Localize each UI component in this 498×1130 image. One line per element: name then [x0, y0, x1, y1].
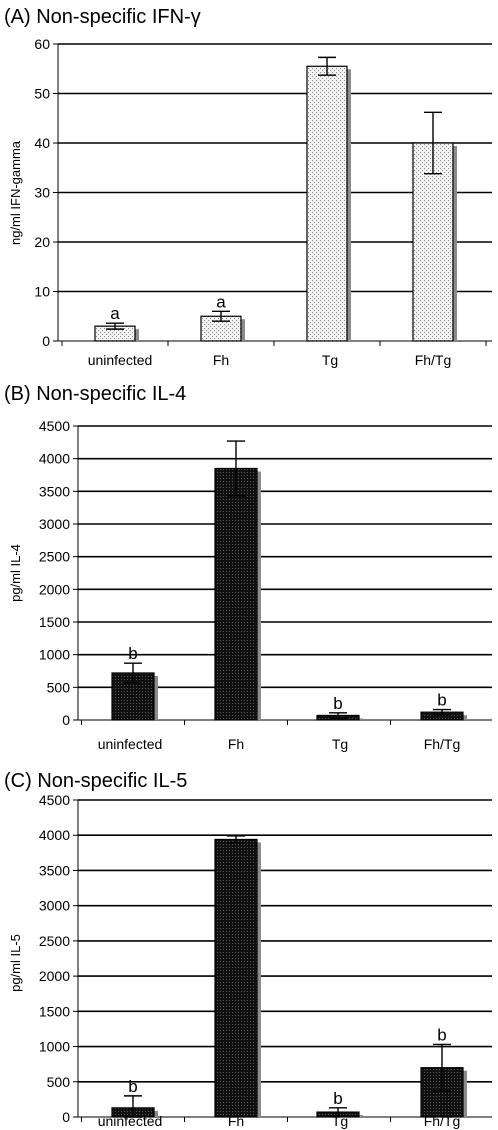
chart-c-tick-label: 3000 [39, 898, 70, 914]
chart-c-tick-label: 2000 [39, 968, 70, 984]
chart-a-bar [412, 142, 454, 342]
chart-b-tick-label: 4500 [39, 418, 70, 434]
chart-a-tick-label: 10 [34, 284, 50, 300]
chart-a-bar [306, 65, 348, 342]
chart-a-category-label: Fh/Tg [415, 352, 452, 368]
chart-c-category-label: Tg [332, 1113, 348, 1129]
chart-b-tick-label: 4000 [39, 451, 70, 467]
chart-b-significance-label: b [333, 694, 342, 713]
chart-c-category-label: uninfected [98, 1113, 163, 1129]
chart-a-category-label: Fh [213, 352, 229, 368]
chart-a-category-label: uninfected [88, 352, 153, 368]
chart-b-ylabel: pg/ml IL-4 [8, 544, 23, 602]
chart-c-title: (C) Non-specific IL-5 [4, 770, 187, 792]
chart-b-significance-label: b [437, 691, 446, 710]
chart-a-tick-label: 20 [34, 234, 50, 250]
chart-b-tick-label: 0 [62, 712, 70, 728]
chart-b-plot: 0 500 1000 1500 2000 2500 3000 3500 4000 4500 b b b [39, 418, 492, 728]
chart-a-category-label: Tg [322, 352, 338, 368]
chart-a-ylabel: ng/ml IFN-gamma [8, 140, 23, 245]
chart-a-tick-label: 50 [34, 86, 50, 102]
chart-b-bar [214, 467, 258, 721]
chart-a-significance-label: a [110, 304, 120, 323]
chart-c-tick-label: 0 [62, 1109, 70, 1125]
chart-c-bar [214, 838, 258, 1118]
chart-c-tick-label: 500 [47, 1074, 71, 1090]
chart-c-significance-label: b [128, 1077, 137, 1096]
chart-b-tick-label: 500 [47, 679, 71, 695]
chart-c-tick-label: 1500 [39, 1003, 70, 1019]
chart-c-tick-label: 1000 [39, 1039, 70, 1055]
chart-b-tick-label: 2500 [39, 549, 70, 565]
chart-c-tick-label: 2500 [39, 933, 70, 949]
chart-a-tick-label: 40 [34, 135, 50, 151]
chart-c-category-label: Fh/Tg [424, 1113, 461, 1129]
chart-a-tick-label: 60 [34, 36, 50, 52]
chart-b-category-label: Fh/Tg [424, 736, 461, 752]
chart-a-plot: 0 10 20 30 40 50 60 a a [34, 36, 492, 349]
chart-b-tick-label: 2000 [39, 581, 70, 597]
chart-c-tick-label: 3500 [39, 862, 70, 878]
chart-c-plot: 0 500 1000 1500 2000 2500 3000 3500 4000 4500 b b b [39, 792, 492, 1125]
chart-c-tick-label: 4000 [39, 827, 70, 843]
chart-b-category-label: uninfected [98, 736, 163, 752]
chart-b-significance-label: b [128, 644, 137, 663]
chart-c-tick-label: 4500 [39, 792, 70, 808]
chart-panel-a: (A) Non-specific IFN-γ ng/ml IFN-gamma 0… [4, 6, 492, 368]
chart-b-tick-label: 3000 [39, 516, 70, 532]
chart-b-category-label: Fh [228, 736, 244, 752]
chart-b-tick-label: 1500 [39, 614, 70, 630]
chart-panel-c: (C) Non-specific IL-5 pg/ml IL-5 0 500 100… [4, 770, 492, 1129]
chart-c-significance-label: b [437, 1025, 446, 1044]
chart-b-tick-label: 3500 [39, 483, 70, 499]
chart-b-title: (B) Non-specific IL-4 [4, 383, 186, 405]
chart-c-ylabel: pg/ml IL-5 [8, 934, 23, 992]
chart-b-category-label: Tg [332, 736, 348, 752]
chart-panel-b: (B) Non-specific IL-4 pg/ml IL-4 0 500 100… [4, 383, 492, 752]
chart-a-tick-label: 30 [34, 185, 50, 201]
chart-c-category-label: Fh [228, 1113, 244, 1129]
chart-a-tick-label: 0 [42, 333, 50, 349]
chart-a-significance-label: a [216, 292, 226, 311]
chart-b-tick-label: 1000 [39, 647, 70, 663]
chart-c-significance-label: b [333, 1089, 342, 1108]
chart-a-title: (A) Non-specific IFN-γ [4, 6, 201, 28]
